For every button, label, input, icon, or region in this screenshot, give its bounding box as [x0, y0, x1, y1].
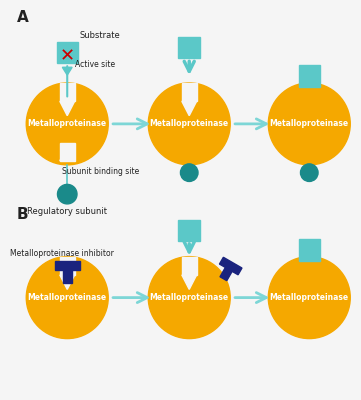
Text: Subunit binding site: Subunit binding site — [62, 167, 140, 176]
Bar — [63, 270, 71, 283]
Circle shape — [180, 164, 198, 182]
Bar — [178, 37, 200, 58]
Bar — [299, 65, 320, 87]
Bar — [55, 262, 80, 270]
Polygon shape — [60, 101, 75, 116]
Text: Metalloproteinase: Metalloproteinase — [150, 119, 229, 128]
Circle shape — [26, 257, 108, 338]
Bar — [57, 42, 78, 63]
Text: ✕: ✕ — [60, 48, 75, 66]
Polygon shape — [182, 101, 197, 116]
Text: B: B — [17, 207, 28, 222]
Circle shape — [148, 257, 230, 338]
Bar — [219, 257, 242, 275]
Text: Regulatory subunit: Regulatory subunit — [27, 207, 107, 216]
Bar — [182, 257, 197, 275]
Text: Metalloproteinase: Metalloproteinase — [28, 293, 107, 302]
Text: Metalloproteinase: Metalloproteinase — [270, 119, 349, 128]
Text: Metalloproteinase: Metalloproteinase — [28, 119, 107, 128]
Text: Metalloproteinase: Metalloproteinase — [150, 293, 229, 302]
Circle shape — [300, 164, 318, 182]
Polygon shape — [60, 275, 75, 289]
Bar — [60, 257, 75, 275]
Bar — [60, 143, 75, 161]
Circle shape — [268, 257, 350, 338]
Bar — [60, 83, 75, 101]
Text: Active site: Active site — [75, 60, 115, 69]
Bar — [299, 239, 320, 260]
Polygon shape — [62, 67, 72, 75]
Circle shape — [148, 83, 230, 165]
Bar — [178, 220, 200, 241]
Circle shape — [26, 83, 108, 165]
Polygon shape — [182, 275, 197, 289]
Text: A: A — [17, 10, 28, 25]
Bar — [220, 268, 232, 281]
Bar — [182, 83, 197, 101]
Circle shape — [57, 184, 77, 204]
Polygon shape — [60, 146, 75, 161]
Text: Metalloproteinase inhibitor: Metalloproteinase inhibitor — [10, 248, 114, 258]
Circle shape — [268, 83, 350, 165]
Text: Metalloproteinase: Metalloproteinase — [270, 293, 349, 302]
Text: Substrate: Substrate — [80, 31, 121, 40]
